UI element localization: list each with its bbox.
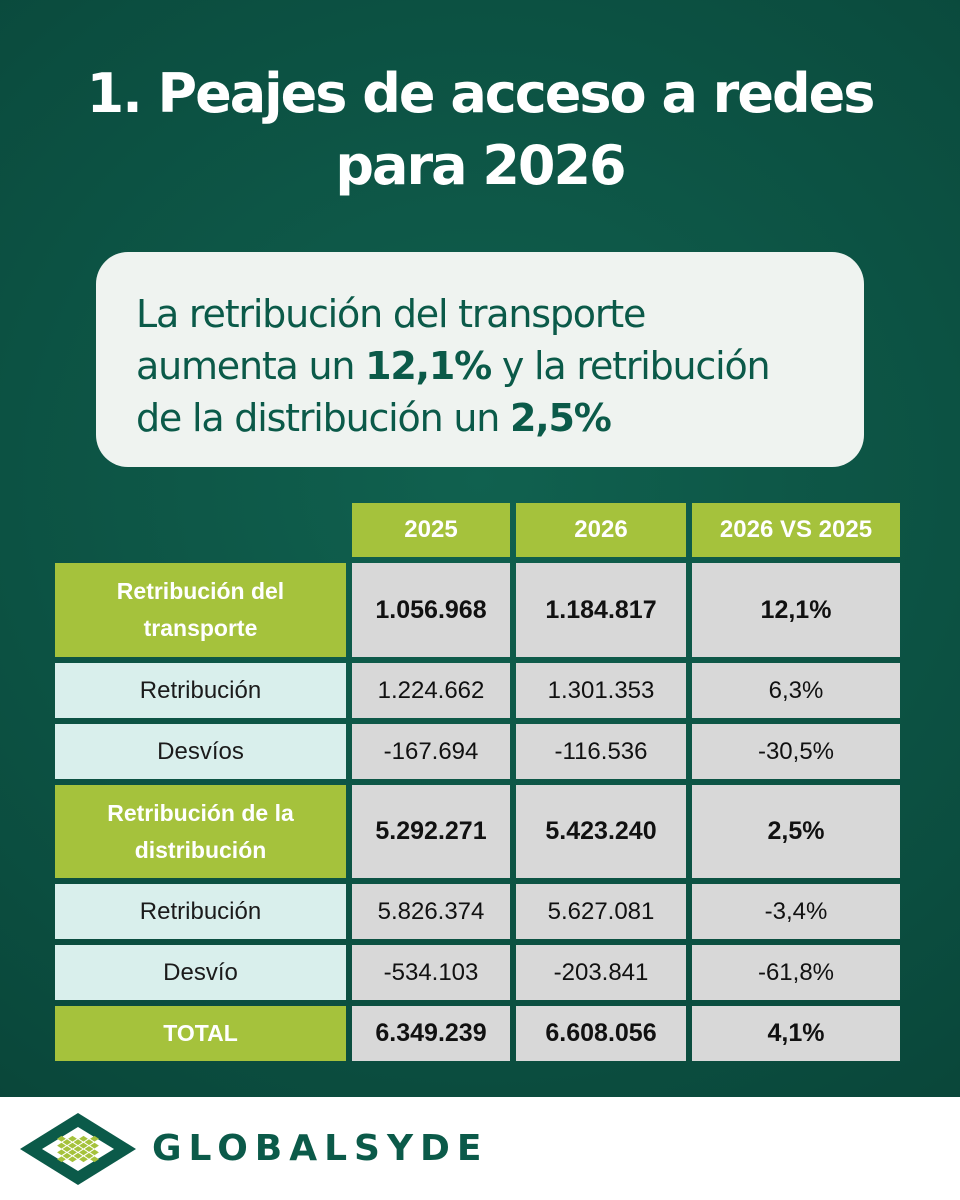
cell-value: -534.103 [352, 945, 510, 1000]
cell-change: 2,5% [692, 785, 900, 878]
cell-change: 6,3% [692, 663, 900, 718]
label-line: Retribución del [116, 578, 285, 604]
cell-value: 5.826.374 [352, 884, 510, 939]
row-label: Desvíos [55, 724, 346, 779]
cell-value: 6.349.239 [352, 1006, 510, 1061]
cell-value: -203.841 [516, 945, 686, 1000]
cell-value: -167.694 [352, 724, 510, 779]
cell-change: 4,1% [692, 1006, 900, 1061]
callout-text: La retribución del transporte [136, 292, 646, 336]
row-label-total: TOTAL [55, 1006, 346, 1061]
label-line: transporte [143, 615, 258, 641]
cell-change: -61,8% [692, 945, 900, 1000]
callout-text: de la distribución un [136, 396, 510, 440]
header-2025: 2025 [352, 503, 510, 557]
cell-change: -30,5% [692, 724, 900, 779]
cell-value: 5.292.271 [352, 785, 510, 878]
cell-value: 1.184.817 [516, 563, 686, 657]
row-label-distribution: Retribución de la distribución [55, 785, 346, 878]
page-title-line-1: 1. Peajes de acceso a redes [86, 62, 876, 125]
callout-line-1: La retribución del transporte [136, 288, 834, 340]
cell-value: -116.536 [516, 724, 686, 779]
header-2026: 2026 [516, 503, 686, 557]
label-line: Retribución de la [107, 799, 294, 826]
callout-text: aumenta un [136, 344, 366, 388]
summary-callout: La retribución del transporte aumenta un… [96, 252, 864, 467]
callout-text: y la retribución [491, 344, 771, 388]
header-change: 2026 VS 2025 [692, 503, 900, 557]
row-label: Retribución [55, 663, 346, 718]
distribution-increase-highlight: 2,5% [509, 396, 612, 440]
label-line: distribución [134, 836, 267, 863]
cell-value: 5.423.240 [516, 785, 686, 878]
cell-value: 1.056.968 [352, 563, 510, 657]
cell-change: -3,4% [692, 884, 900, 939]
cell-value: 6.608.056 [516, 1006, 686, 1061]
footer: GLOBALSYDE [0, 1097, 960, 1200]
page-title-line-2: para 2026 [335, 134, 626, 197]
callout-line-2: aumenta un 12,1% y la retribución [136, 340, 834, 392]
callout-line-3: de la distribución un 2,5% [136, 392, 834, 444]
page-title: 1. Peajes de acceso a redes para 2026 [0, 58, 960, 202]
transport-increase-highlight: 12,1% [365, 344, 492, 388]
row-label: Retribución [55, 884, 346, 939]
cell-change: 12,1% [692, 563, 900, 657]
cell-value: 1.301.353 [516, 663, 686, 718]
diamond-grid-logo-icon [20, 1113, 136, 1185]
cell-value: 5.627.081 [516, 884, 686, 939]
row-label-transport: Retribución del transporte [55, 563, 346, 657]
cell-value: 1.224.662 [352, 663, 510, 718]
brand-name: GLOBALSYDE [152, 1128, 489, 1169]
row-label: Desvío [55, 945, 346, 1000]
